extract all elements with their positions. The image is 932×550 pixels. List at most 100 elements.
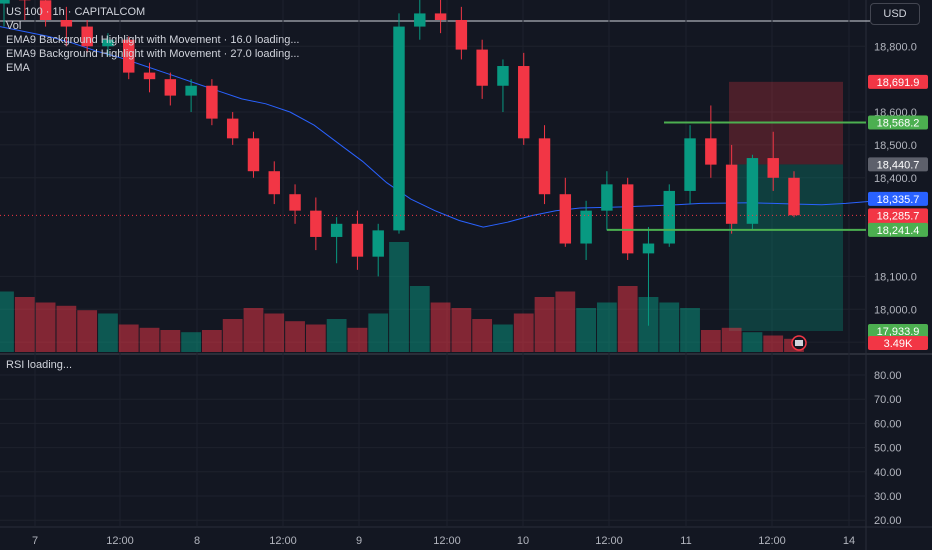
candle bbox=[351, 210, 364, 270]
ema-line bbox=[0, 26, 871, 228]
price-badge-label: 18,335.7 bbox=[877, 194, 920, 206]
symbol-line[interactable]: US 100 · 1h · CAPITALCOM bbox=[6, 6, 146, 18]
candle-body bbox=[247, 138, 260, 172]
candle bbox=[310, 197, 322, 251]
candle bbox=[143, 62, 156, 93]
candle-body bbox=[538, 138, 551, 195]
candle-body bbox=[310, 210, 322, 237]
candle bbox=[164, 72, 177, 106]
rsi-axis[interactable]: 80.00 70.00 60.00 50.00 40.00 30.00 20.00 bbox=[874, 370, 902, 527]
volume-bar bbox=[659, 302, 680, 352]
candle-body bbox=[518, 66, 530, 139]
candle-body bbox=[476, 49, 488, 86]
candle-body bbox=[621, 184, 634, 254]
time-tick-label: 8 bbox=[194, 535, 200, 547]
candle bbox=[268, 161, 280, 205]
price-badge-bg bbox=[868, 74, 928, 89]
price-tick-label: 18,400.0 bbox=[874, 173, 917, 185]
flag-body bbox=[795, 340, 803, 346]
price-tick-label: 18,500.0 bbox=[874, 140, 917, 152]
time-tick-label: 12:00 bbox=[595, 535, 623, 547]
candle-body bbox=[330, 223, 343, 237]
candle-body bbox=[268, 171, 280, 195]
time-tick-label: 12:00 bbox=[269, 535, 297, 547]
candle-body bbox=[434, 13, 447, 20]
candle bbox=[497, 59, 509, 113]
volume-bar bbox=[597, 302, 617, 352]
candle-body bbox=[684, 138, 696, 191]
candle bbox=[767, 131, 779, 191]
price-badge-bg bbox=[868, 191, 928, 206]
price-badge: 17,933.9 bbox=[868, 323, 928, 338]
candle bbox=[414, 0, 426, 40]
price-badge-bg bbox=[868, 323, 928, 338]
volume-bar bbox=[451, 308, 472, 352]
rsi-tick-label: 70.00 bbox=[874, 394, 902, 406]
take-profit-zone bbox=[729, 164, 843, 331]
price-badge-bg bbox=[868, 336, 928, 350]
candle-body bbox=[102, 39, 114, 47]
time-tick-label: 10 bbox=[517, 535, 529, 547]
volume-bar bbox=[14, 297, 35, 352]
candle-body bbox=[725, 164, 738, 224]
candle-body bbox=[642, 243, 655, 254]
volume-bar bbox=[680, 308, 700, 352]
volume-bar bbox=[721, 327, 742, 352]
currency-button[interactable]: USD bbox=[870, 3, 920, 25]
candles bbox=[0, 0, 800, 326]
us-flag-icon bbox=[791, 335, 807, 351]
volume-bar bbox=[305, 324, 326, 352]
candle bbox=[247, 131, 260, 178]
volume-bar bbox=[264, 313, 285, 352]
price-badge-bg bbox=[868, 208, 928, 223]
candle-body bbox=[60, 20, 73, 27]
volume-bar bbox=[160, 330, 181, 352]
candle bbox=[206, 79, 218, 126]
price-tick-label: 18,100.0 bbox=[874, 271, 917, 283]
rsi-tick-label: 50.00 bbox=[874, 443, 902, 455]
volume-bar bbox=[409, 286, 430, 352]
candle-body bbox=[559, 194, 572, 244]
candle-body bbox=[372, 230, 384, 257]
candle bbox=[788, 171, 800, 218]
candle bbox=[601, 171, 613, 231]
candle bbox=[39, 0, 52, 27]
candle-body bbox=[185, 85, 197, 96]
candle bbox=[725, 144, 738, 234]
indicator-vol[interactable]: Vol bbox=[6, 20, 22, 32]
candle-body bbox=[497, 66, 509, 86]
volume-bar bbox=[243, 308, 264, 352]
volume-bar bbox=[0, 291, 14, 352]
rsi-label[interactable]: RSI loading... bbox=[6, 359, 73, 371]
candle-body bbox=[351, 223, 364, 257]
volume-bar bbox=[77, 310, 98, 352]
volume-bar bbox=[181, 332, 201, 352]
price-badge-label: 18,691.9 bbox=[877, 77, 920, 89]
candle-body bbox=[164, 79, 177, 96]
indicator-ema9-16[interactable]: EMA9 Background Highlight with Movement … bbox=[6, 34, 300, 46]
candle bbox=[642, 227, 655, 326]
price-badge: 18,691.9 bbox=[868, 74, 928, 89]
volume-bar bbox=[493, 324, 513, 352]
candle bbox=[289, 184, 301, 224]
horizontal-levels[interactable] bbox=[0, 121, 866, 231]
volume-bar bbox=[326, 319, 347, 352]
indicator-ema[interactable]: EMA bbox=[6, 62, 30, 74]
time-tick-label: 12:00 bbox=[758, 535, 786, 547]
volume-bar bbox=[617, 286, 638, 352]
candle-body bbox=[455, 20, 468, 50]
candle bbox=[476, 39, 488, 99]
candle bbox=[705, 105, 717, 178]
price-badge-label: 3.49K bbox=[884, 338, 913, 350]
price-badge-bg bbox=[868, 222, 928, 237]
candle-body bbox=[788, 177, 800, 216]
rsi-tick-label: 60.00 bbox=[874, 418, 902, 430]
indicator-ema9-27[interactable]: EMA9 Background Highlight with Movement … bbox=[6, 48, 300, 60]
candle bbox=[455, 6, 468, 60]
time-axis[interactable]: 7 12:00 8 12:00 9 12:00 10 12:00 11 12:00 14 bbox=[32, 535, 855, 547]
chart-legend: US 100 · 1h · CAPITALCOM Vol EMA9 Backgr… bbox=[6, 5, 300, 75]
volume-bar bbox=[472, 319, 493, 352]
price-badge: 18,568.2 bbox=[868, 115, 928, 130]
